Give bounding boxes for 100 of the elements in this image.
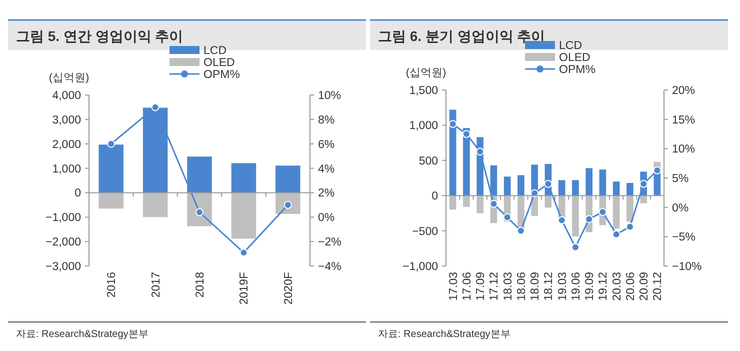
y-tick-label: −3,000 [46, 261, 81, 273]
bar [586, 168, 592, 196]
y-tick-label: 4,000 [52, 90, 81, 102]
bar [572, 196, 579, 236]
bar [476, 196, 484, 214]
legend-label: OPM% [559, 64, 596, 76]
bar [558, 180, 566, 196]
point [476, 148, 484, 156]
y2-tick-label: 10% [672, 144, 696, 156]
y2-tick-label: 0% [318, 212, 335, 224]
x-tick-label: 19.12 [598, 272, 610, 301]
bar [518, 175, 524, 196]
point [151, 103, 160, 112]
y-tick-label: −1,000 [46, 212, 81, 224]
y2-tick-label: 15% [672, 114, 696, 126]
legend-label: LCD [559, 40, 582, 52]
y2-tick-label: 0% [672, 202, 689, 214]
y-axis-title: (십억원) [48, 72, 90, 84]
bar [449, 196, 456, 210]
y2-tick-label: 10% [318, 90, 342, 102]
point [598, 208, 607, 216]
y2-tick-label: 6% [318, 138, 335, 151]
point [558, 216, 566, 224]
bar [231, 163, 256, 193]
x-tick-label: 17.12 [488, 272, 501, 301]
bar [142, 192, 168, 218]
y2-tick-label: 20% [672, 85, 696, 97]
x-tick-label: 2018 [194, 272, 206, 298]
chart-title: 그림 6. 분기 영업이익 추이 [378, 28, 546, 44]
y2-tick-label: 5% [672, 173, 689, 185]
point [240, 248, 248, 257]
y2-tick-label: −2% [318, 236, 342, 249]
bar [531, 196, 538, 216]
x-tick-label: 19.09 [584, 272, 596, 301]
y2-tick-label: −4% [318, 261, 342, 273]
point [544, 180, 552, 188]
point [571, 243, 580, 252]
legend-label: OLED [204, 57, 235, 69]
point [448, 120, 457, 128]
y-tick-label: 1,500 [409, 85, 438, 97]
x-tick-label: 18.06 [516, 272, 528, 301]
y2-tick-label: 4% [318, 163, 335, 176]
y2-tick-label: 2% [318, 188, 335, 200]
x-tick-label: 2019F [238, 272, 251, 305]
bar [187, 156, 212, 193]
y2-tick-label: −10% [672, 261, 702, 273]
y-tick-label: −2,000 [46, 236, 81, 249]
y-tick-label: 1,000 [52, 163, 81, 176]
x-tick-label: 18.09 [530, 272, 542, 301]
legend-label: OPM% [204, 69, 240, 81]
text: 자료: Research&Strategy본부 [378, 329, 510, 340]
y-tick-label: 1,000 [409, 120, 438, 132]
point [585, 215, 594, 224]
x-tick-label: 2017 [150, 272, 162, 298]
text: 자료: Research&Strategy본부 [16, 329, 148, 340]
y-tick-label: 3,000 [52, 114, 81, 126]
legend-label: OLED [559, 52, 590, 64]
chart-title: 그림 5. 연간 영업이익 추이 [16, 28, 184, 44]
bar [98, 192, 124, 209]
bar [640, 196, 647, 204]
y-tick-label: 2,000 [52, 138, 81, 151]
bar [572, 180, 579, 196]
x-tick-label: 20.03 [611, 272, 624, 301]
bar [599, 170, 606, 196]
bar [463, 196, 470, 207]
y-tick-label: 0 [74, 188, 81, 200]
y-tick-label: 0 [432, 190, 438, 203]
bar [490, 165, 498, 196]
x-tick-label: 19.03 [556, 272, 569, 301]
bar [544, 196, 552, 208]
y-tick-label: −500 [412, 226, 438, 238]
bar [626, 182, 634, 196]
point [503, 213, 512, 222]
bar [626, 196, 634, 222]
x-tick-label: 20.09 [638, 272, 651, 301]
x-tick-label: 17.06 [461, 272, 474, 301]
y2-tick-label: 8% [318, 114, 335, 126]
x-tick-label: 20.06 [624, 272, 637, 301]
y-axis-title: (십억원) [406, 67, 446, 79]
bar [463, 128, 470, 196]
legend-label: LCD [204, 45, 227, 57]
bar [612, 182, 620, 196]
y-tick-label: 500 [418, 155, 438, 168]
point [653, 166, 662, 174]
y2-tick-label: −5% [672, 232, 696, 244]
x-tick-label: 17.03 [448, 272, 460, 301]
x-tick-label: 18.12 [543, 272, 556, 301]
point [107, 140, 116, 148]
bar [276, 166, 300, 193]
point [640, 180, 648, 188]
x-tick-label: 2016 [106, 272, 118, 298]
x-tick-label: 19.06 [570, 272, 582, 301]
bar [504, 176, 511, 196]
point [490, 200, 498, 208]
bar [231, 192, 256, 239]
point [626, 222, 634, 231]
bar [612, 196, 620, 229]
point [462, 130, 470, 138]
point [612, 230, 620, 238]
x-tick-label: 18.03 [502, 272, 514, 301]
